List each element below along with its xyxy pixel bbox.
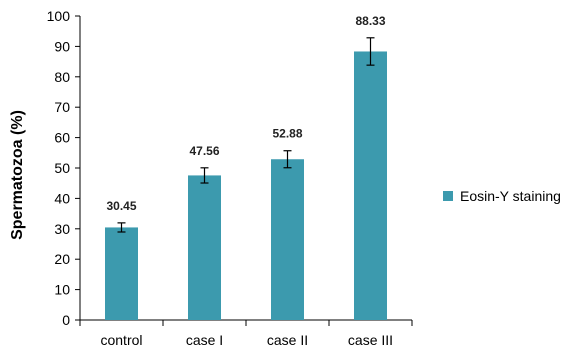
- error-bars: [117, 37, 375, 233]
- bar: [354, 51, 387, 320]
- legend: Eosin-Y staining: [443, 188, 561, 204]
- data-label: 88.33: [355, 14, 385, 28]
- legend-swatch: [443, 191, 453, 201]
- y-tick-label: 60: [54, 130, 70, 146]
- y-tick-label: 0: [62, 312, 70, 328]
- legend-label: Eosin-Y staining: [460, 188, 561, 204]
- y-axis-label: Spermatozoa (%): [9, 110, 26, 240]
- x-tick-label: case II: [267, 332, 308, 348]
- data-labels: 30.45 47.56 52.88 88.33: [106, 14, 385, 213]
- x-tick-label: case I: [186, 332, 223, 348]
- y-tick-label: 40: [54, 190, 70, 206]
- bar: [105, 227, 138, 320]
- x-tick-label: case III: [348, 332, 393, 348]
- data-label: 52.88: [272, 127, 302, 141]
- y-tick-label: 50: [54, 160, 70, 176]
- y-tick-label: 70: [54, 99, 70, 115]
- y-tick-label: 20: [54, 251, 70, 267]
- bar: [188, 175, 221, 320]
- y-tick-label: 10: [54, 282, 70, 298]
- y-tick-label: 80: [54, 69, 70, 85]
- x-axis-ticks: control case I case II case III: [79, 320, 413, 348]
- x-tick-label: control: [100, 332, 142, 348]
- y-tick-label: 100: [47, 8, 71, 24]
- y-tick-label: 30: [54, 221, 70, 237]
- bar: [271, 159, 304, 320]
- bars: [105, 51, 387, 320]
- y-tick-label: 90: [54, 38, 70, 54]
- data-label: 47.56: [189, 144, 219, 158]
- data-label: 30.45: [106, 199, 136, 213]
- y-axis-ticks: 0 10 20 30 40 50 60 70 80 90 100: [47, 8, 80, 328]
